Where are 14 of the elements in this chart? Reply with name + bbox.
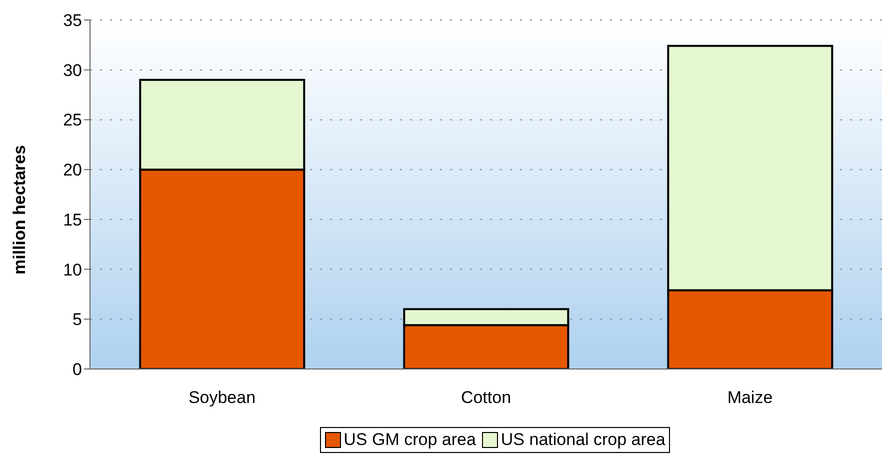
y-tick-label: 5	[72, 310, 82, 330]
x-tick-label: Maize	[727, 388, 773, 408]
y-tick-label: 0	[72, 360, 82, 380]
y-axis-title: million hectares	[10, 145, 30, 274]
y-tick-label: 25	[63, 110, 82, 130]
y-tick-label: 15	[63, 210, 82, 230]
y-tick-label: 20	[63, 160, 82, 180]
y-tick-label: 10	[63, 260, 82, 280]
x-tick-label: Soybean	[188, 388, 256, 408]
legend-label: US national crop area	[500, 430, 666, 450]
x-tick-label: Cotton	[460, 388, 512, 408]
y-tick-label: 30	[63, 60, 82, 80]
y-tick-label: 35	[63, 11, 82, 30]
legend-label: US GM crop area	[342, 430, 476, 450]
